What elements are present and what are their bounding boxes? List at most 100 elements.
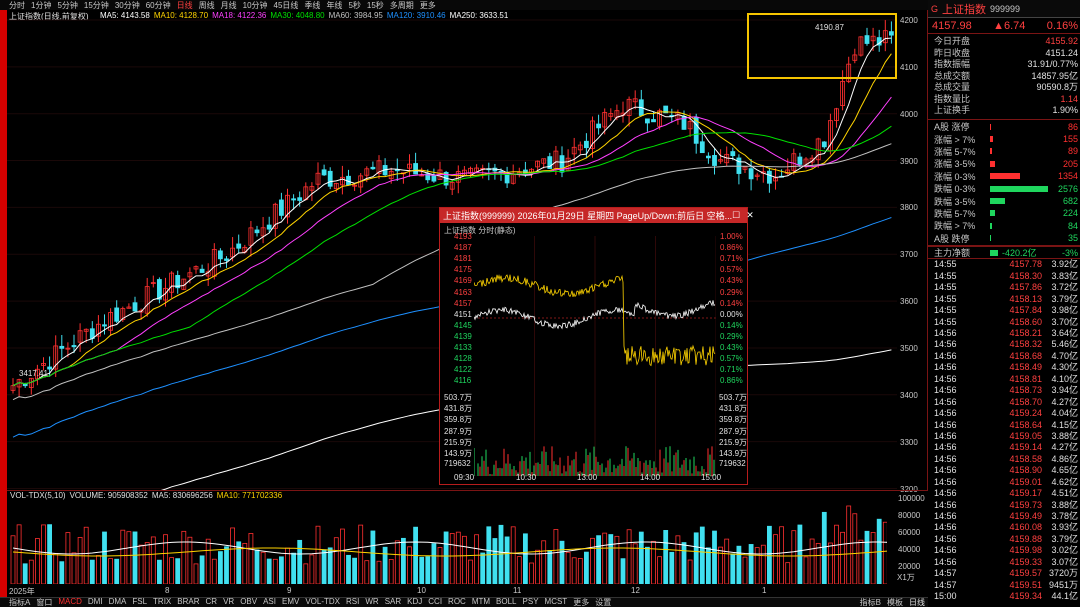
indicator-tab[interactable]: VOL-TDX [305,597,341,606]
tick-price: 4157.78 [1009,259,1042,270]
volume-bar [163,534,168,584]
indicator-tab[interactable]: RSI [346,597,360,606]
indicator-tab[interactable]: TRIX [153,597,172,606]
candle-body [754,174,760,177]
ma-legend-item: MA120: 3910.46 [386,11,446,20]
popup-header[interactable]: 上证指数(999999) 2026年01月29日 星期四 PageUp/Down… [440,208,754,223]
tick-row: 14:56 4158.90 4.65亿 [928,465,1080,476]
volume-panel[interactable] [7,490,928,596]
candle-body [809,157,815,163]
period-tab[interactable]: 60分钟 [145,0,171,10]
period-tab[interactable]: 月线 [220,0,237,10]
period-tab[interactable]: 分时 [9,0,25,10]
indicator-tab[interactable]: CCI [428,597,443,606]
indicator-tab[interactable]: ASI [263,597,276,606]
tick-row: 14:56 4158.64 4.15亿 [928,420,1080,431]
candle-body [315,172,321,185]
volume-bar [303,563,309,584]
popup-time-tick: 14:00 [640,473,661,482]
tick-list[interactable]: 14:55 4157.78 3.92亿 14:55 4158.30 3.83亿 14:55 4… [928,259,1080,602]
indicator-tab[interactable]: SAR [384,597,402,606]
price-tick: 3300 [900,437,918,447]
candle-body [77,330,83,343]
candle-body [559,155,565,173]
indicator-tab[interactable]: MACD [58,597,82,606]
period-tab[interactable]: 45日线 [273,0,299,10]
indicator-tab[interactable]: FSL [132,597,148,606]
period-tab[interactable]: 1分钟 [31,0,52,10]
stat-value: 14857.95亿 [1031,70,1078,81]
left-accent-bar [0,0,7,600]
tick-amount: 4.86亿 [1051,453,1078,464]
popup-time-tick: 15:00 [701,473,722,482]
candle-body [571,146,577,155]
indicator-tab[interactable]: CR [205,597,218,606]
tick-price: 4158.21 [1009,328,1042,339]
template-tab[interactable]: 模板 [887,598,903,607]
tick-time: 14:56 [934,430,957,441]
indicator-tab[interactable]: BOLL [496,597,517,606]
indicator-tab[interactable]: PSY [522,597,539,606]
volume-bar [596,535,601,584]
indicator-tab[interactable]: MTM [471,597,491,606]
template-tab[interactable]: 指标B [859,598,881,607]
ma-line [12,53,892,387]
indicator-tab[interactable]: MCST [544,597,568,606]
volume-chart[interactable] [7,500,887,584]
indicator-tab[interactable]: 更多 [573,598,590,607]
indicator-tab[interactable]: ROC [448,597,466,606]
indicator-tab[interactable]: WR [365,597,379,606]
period-tab[interactable]: 季线 [304,0,321,10]
period-tab[interactable]: 15分钟 [83,0,109,10]
volume-bar [724,538,730,584]
intraday-popup[interactable]: 上证指数(999999) 2026年01月29日 星期四 PageUp/Down… [439,207,754,485]
volume-bar [498,524,504,584]
period-tab[interactable]: 更多 [419,0,436,10]
candle-body [632,98,638,103]
period-tab[interactable]: 年线 [326,0,343,10]
volume-indicator-name: VOL-TDX(5,10) [10,491,66,500]
indicator-tab[interactable]: KDJ [407,597,423,606]
indicator-tab[interactable]: DMI [87,597,103,606]
distribution-count: 84 [1067,220,1078,231]
distribution-label: 涨幅 5-7% [934,146,976,157]
candle-body [651,119,656,123]
maximize-icon[interactable]: ☐ [732,210,741,220]
candle-body [407,163,412,169]
tick-price: 4158.30 [1009,270,1042,281]
period-tab[interactable]: 5分钟 [57,0,78,10]
ma-legend-item: MA60: 3984.95 [328,11,383,20]
candle-body [608,113,614,117]
intraday-chart[interactable] [474,236,716,476]
kline-panel[interactable] [7,10,928,490]
period-tab[interactable]: 15秒 [366,0,384,10]
period-tab[interactable]: 日线 [176,0,193,10]
period-tab[interactable]: 多周期 [389,0,414,10]
price-tick: 3400 [900,390,918,400]
period-tab[interactable]: 10分钟 [242,0,268,10]
period-tab[interactable]: 5秒 [348,0,361,10]
candle-body [53,345,59,370]
tick-row: 14:55 4158.60 3.70亿 [928,317,1080,328]
indicator-tab[interactable]: DMA [108,597,127,606]
indicator-tab[interactable]: VR [223,597,235,606]
indicator-tab[interactable]: 指标A [9,598,31,607]
volume-bar [474,534,480,584]
tick-price: 4159.57 [1009,568,1042,579]
candle-body [596,123,601,129]
indicator-tab[interactable]: 设置 [595,598,612,607]
date-tick: 8 [165,586,170,595]
tick-time: 14:56 [934,522,957,533]
indicator-tab[interactable]: BRAR [177,597,200,606]
period-tab[interactable]: 30分钟 [114,0,140,10]
candle-body [163,287,168,301]
indicator-tab[interactable]: EMV [282,597,300,606]
close-icon[interactable]: ✕ [746,210,754,220]
indicator-tab[interactable]: 窗口 [36,598,53,607]
period-tab[interactable]: 周线 [198,0,215,10]
volume-bar [529,562,534,584]
candle-body [132,302,138,312]
indicator-tab[interactable]: OBV [240,597,258,606]
volume-bar [333,537,339,584]
